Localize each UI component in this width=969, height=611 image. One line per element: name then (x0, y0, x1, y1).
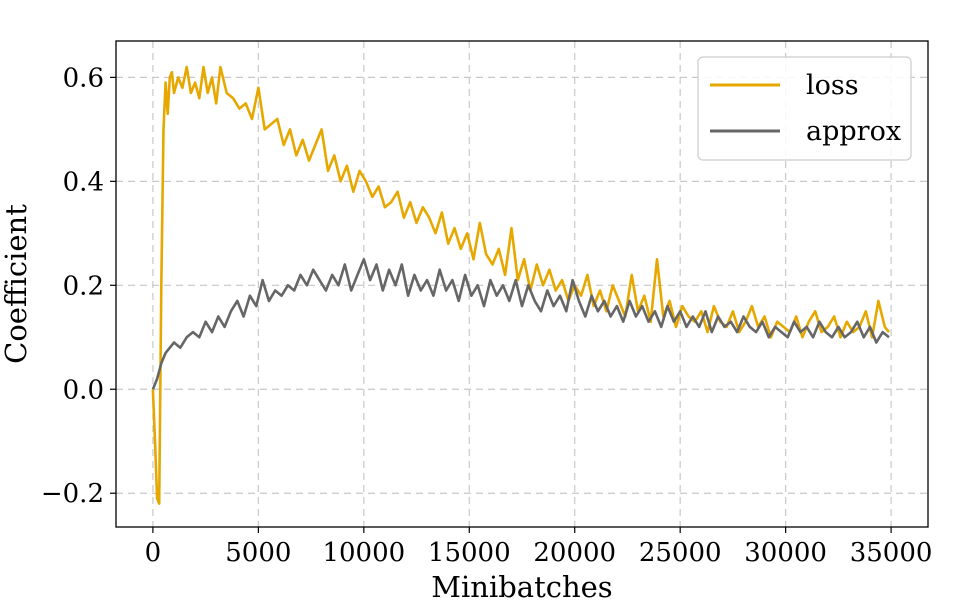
x-tick-label: 30000 (744, 538, 827, 568)
x-tick-label: 10000 (322, 538, 405, 568)
x-tick-label: 20000 (533, 538, 616, 568)
y-tick-label: 0.6 (63, 63, 104, 93)
series-lines (151, 65, 891, 505)
legend-box (697, 56, 912, 161)
series-line-loss (151, 65, 891, 505)
legend-label-approx: approx (806, 116, 901, 147)
x-tick-label: 25000 (639, 538, 722, 568)
y-axis-label: Coefficient (0, 204, 33, 364)
plot-frame (115, 40, 929, 528)
legend: loss approx (697, 56, 912, 161)
legend-label-loss: loss (806, 70, 859, 101)
y-tick-label: 0.4 (63, 167, 104, 197)
y-tick-label: 0.2 (63, 271, 104, 301)
y-tick-label: −0.2 (41, 479, 104, 509)
series-line-approx (151, 258, 890, 390)
x-tick-label: 15000 (428, 538, 511, 568)
y-axis-ticks: −0.2 0.0 0.2 0.4 0.6 (41, 63, 116, 509)
x-axis-label: Minibatches (431, 570, 612, 604)
x-tick-label: 5000 (225, 538, 291, 568)
grid (116, 41, 928, 527)
y-tick-label: 0.0 (63, 375, 104, 405)
x-tick-label: 0 (145, 538, 162, 568)
x-axis-ticks: 0 5000 10000 15000 20000 25000 30000 35000 (145, 527, 933, 568)
x-tick-label: 35000 (850, 538, 933, 568)
